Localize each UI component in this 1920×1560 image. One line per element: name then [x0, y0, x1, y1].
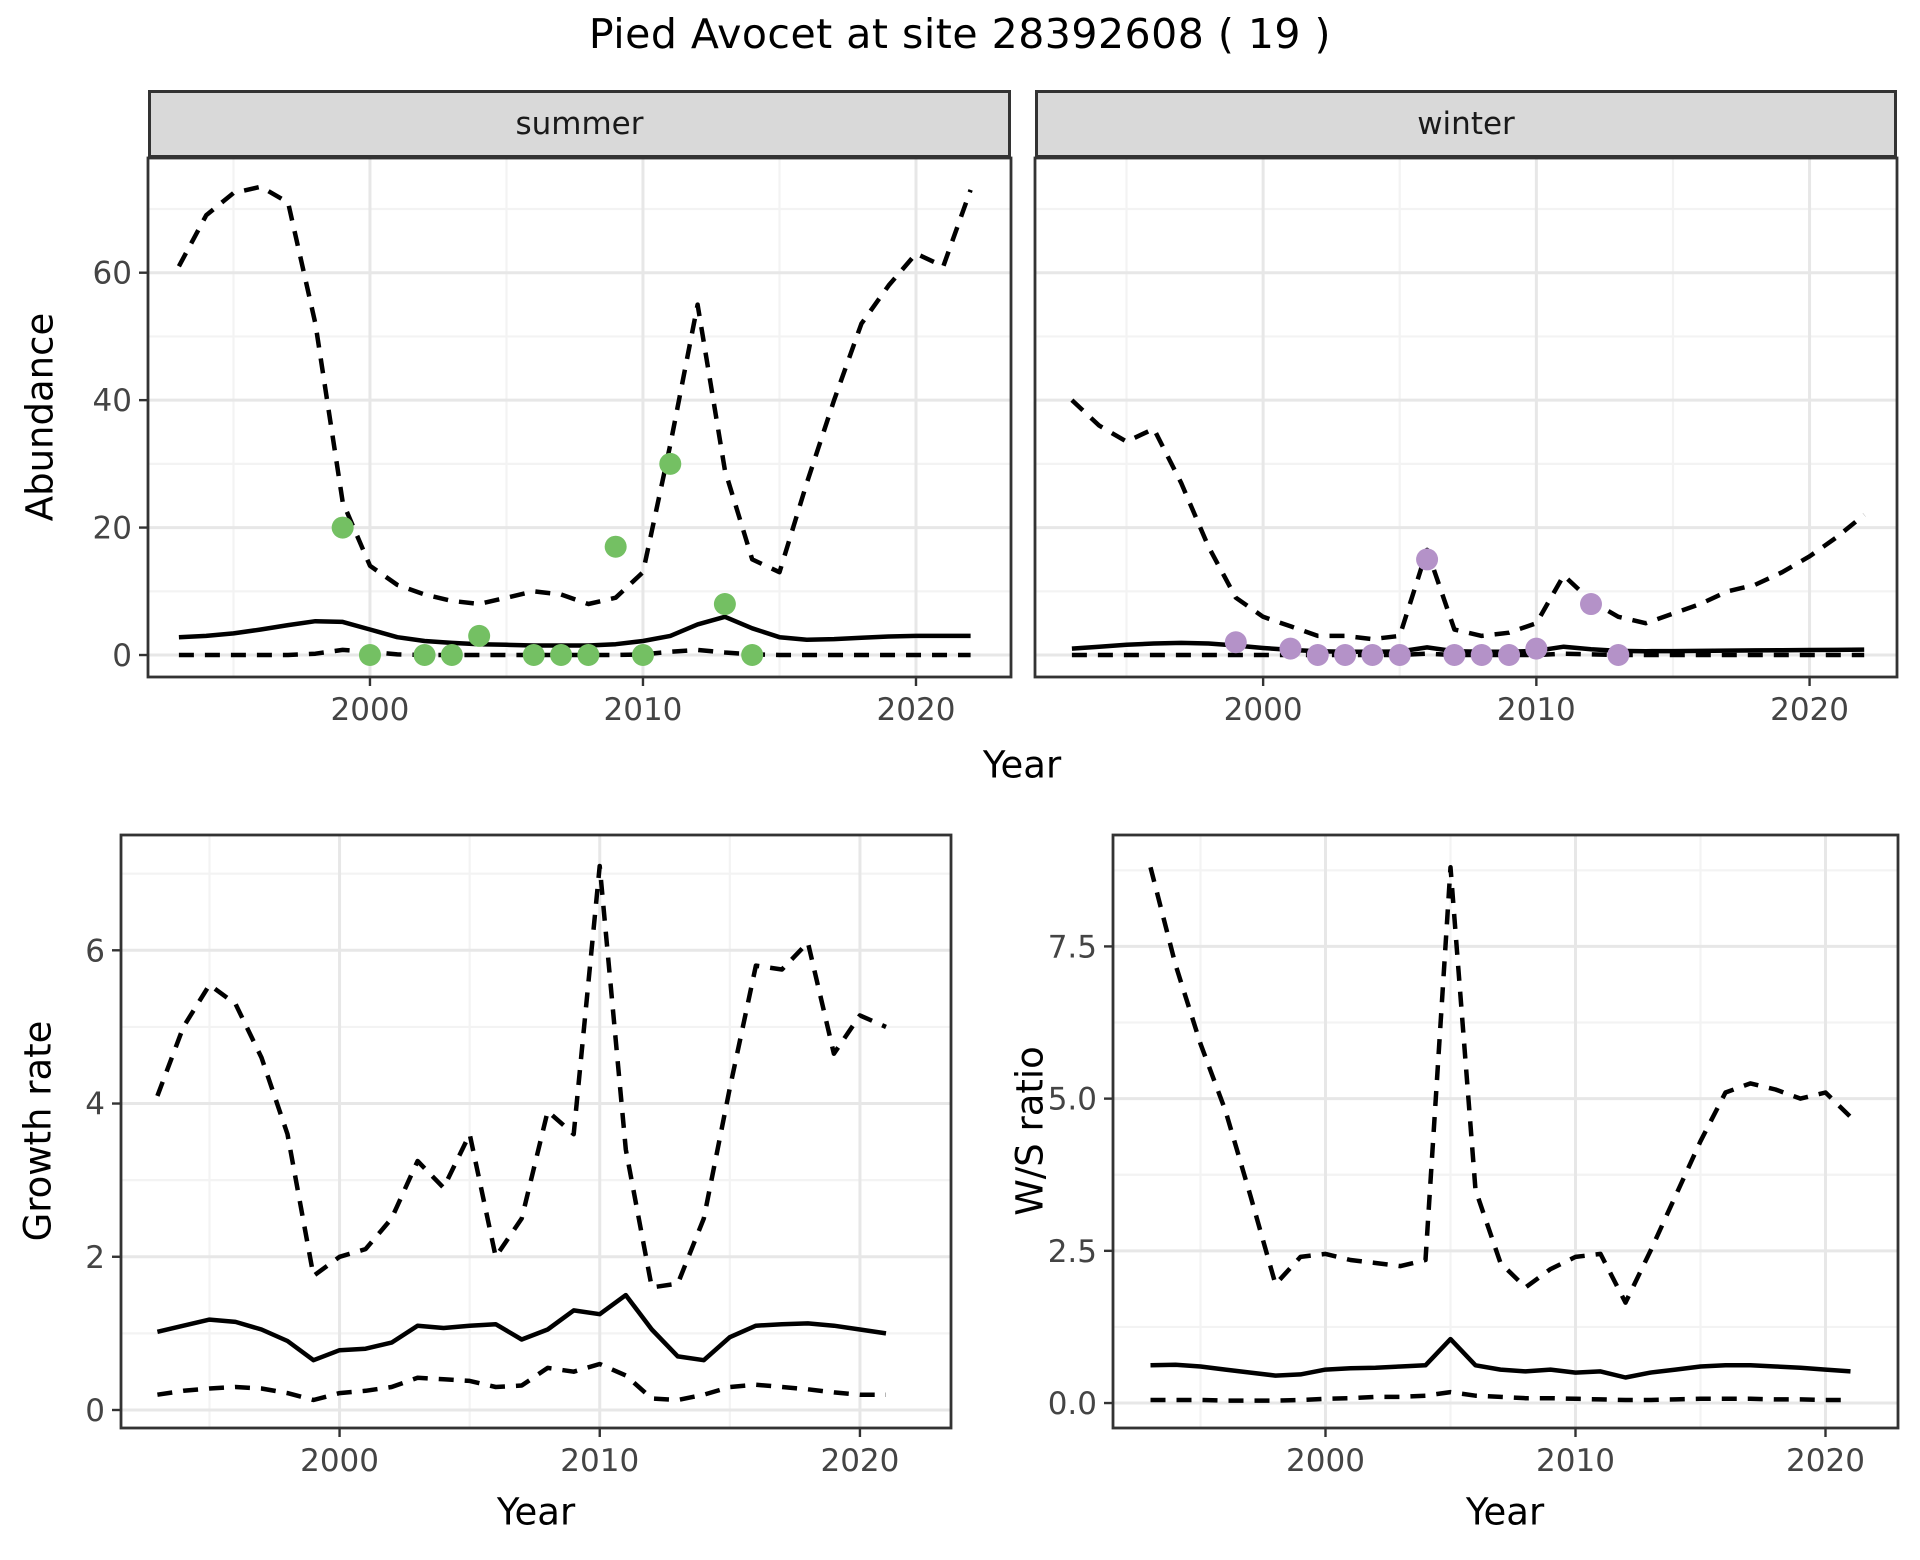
chart-title: Pied Avocet at site 28392608 ( 19 )	[588, 10, 1332, 58]
y-tick-label: 40	[93, 383, 132, 419]
data-point	[1388, 644, 1411, 667]
x-tick-label: 2000	[1286, 1443, 1365, 1479]
data-point	[1334, 644, 1357, 667]
upper_ci-line	[1070, 398, 1866, 642]
y-tick-label: 6	[85, 933, 105, 969]
data-point	[413, 644, 436, 667]
y-tick-label: 0.0	[1048, 1386, 1097, 1422]
data-point	[604, 535, 627, 558]
panel-border-abundance_summer	[146, 156, 1013, 679]
x-tick-label: 2010	[1536, 1443, 1615, 1479]
x-tick-label: 2020	[877, 692, 956, 728]
facet-strip-winter: winter	[1035, 90, 1897, 158]
y-tick-label: 4	[85, 1087, 105, 1123]
upper_ci-line	[1148, 865, 1853, 1305]
fit-line	[1150, 1336, 1851, 1380]
x-tick-label: 2000	[300, 1443, 379, 1479]
data-point	[358, 644, 381, 667]
facet-strip-winter-label: winter	[1417, 106, 1515, 142]
data-point	[631, 644, 654, 667]
data-point	[577, 644, 600, 667]
y-axis-title-growth-rate: Growth rate	[16, 1020, 60, 1242]
x-tick-label: 2010	[604, 692, 683, 728]
x-axis-title-year-top: Year	[982, 743, 1062, 787]
y-tick-label: 7.5	[1048, 929, 1097, 965]
x-tick-label: 2000	[331, 692, 410, 728]
data-point	[1607, 644, 1630, 667]
y-tick-label: 2.5	[1048, 1234, 1097, 1270]
facet-strip-summer: summer	[148, 90, 1011, 158]
data-point	[522, 644, 545, 667]
upper_ci-line	[176, 184, 973, 607]
x-axis-title-year-growth: Year	[496, 1490, 576, 1534]
data-point	[1443, 644, 1466, 667]
facet-strip-summer-label: summer	[515, 106, 644, 142]
y-tick-label: 2	[85, 1240, 105, 1276]
y-tick-label: 0	[112, 638, 132, 674]
data-point	[1279, 637, 1302, 660]
y-axis-title-abundance: Abundance	[18, 312, 62, 522]
x-axis-title-year-ws: Year	[1465, 1490, 1545, 1534]
panel-border-growth_rate	[119, 833, 953, 1430]
y-axis-title-ws-ratio: W/S ratio	[1008, 1046, 1052, 1216]
lower_ci-line	[157, 1361, 886, 1403]
data-point	[550, 644, 573, 667]
panel-border-ws_ratio	[1111, 833, 1900, 1430]
lower_ci-line	[1150, 1389, 1851, 1403]
data-point	[1470, 644, 1493, 667]
panel-border-abundance_winter	[1033, 156, 1899, 679]
data-point	[741, 644, 764, 667]
data-point	[468, 624, 491, 647]
fit-line	[156, 1292, 887, 1363]
y-tick-label: 20	[93, 511, 132, 547]
data-point	[713, 593, 736, 616]
fit-line	[1071, 640, 1865, 655]
x-tick-label: 2020	[1770, 692, 1849, 728]
data-point	[1579, 593, 1602, 616]
lower_ci-line	[1071, 651, 1865, 658]
x-tick-label: 2020	[820, 1443, 899, 1479]
data-point	[1498, 644, 1521, 667]
data-point	[1224, 631, 1247, 654]
x-tick-label: 2020	[1786, 1443, 1865, 1479]
fit-line	[178, 614, 971, 648]
data-point	[1361, 644, 1384, 667]
data-point	[440, 644, 463, 667]
x-tick-label: 2000	[1224, 692, 1303, 728]
y-tick-label: 60	[93, 256, 132, 292]
data-point	[331, 516, 354, 539]
upper_ci-line	[155, 863, 887, 1290]
x-tick-label: 2010	[1497, 692, 1576, 728]
lower_ci-line	[178, 647, 971, 658]
y-tick-label: 0	[85, 1393, 105, 1429]
x-tick-label: 2010	[560, 1443, 639, 1479]
data-point	[1416, 548, 1439, 571]
data-point	[1306, 644, 1329, 667]
data-point	[1525, 637, 1548, 660]
y-tick-label: 5.0	[1048, 1082, 1097, 1118]
data-point	[659, 452, 682, 475]
